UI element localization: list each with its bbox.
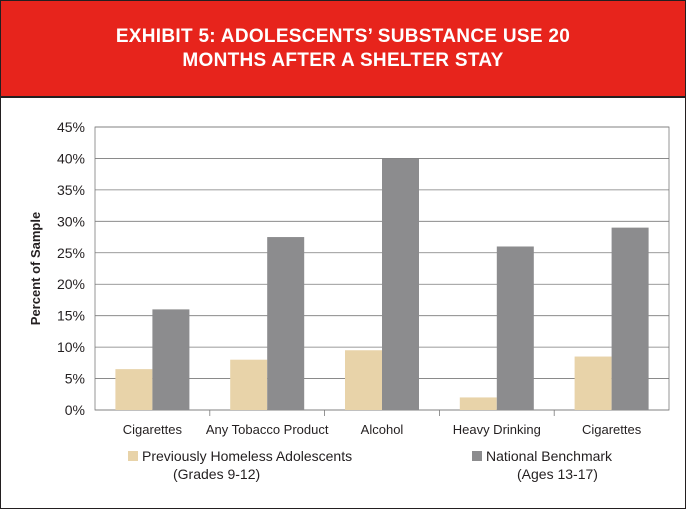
exhibit-title-line-2: MONTHS AFTER A SHELTER STAY: [182, 49, 504, 71]
bar-national-benchmark: [267, 237, 305, 410]
y-tick-label: 35%: [57, 182, 85, 198]
legend-swatch: [472, 451, 482, 461]
y-tick-label: 20%: [57, 276, 85, 292]
y-tick-label: 30%: [57, 213, 85, 229]
y-tick-label: 10%: [57, 339, 85, 355]
x-category-label: Cigarettes: [582, 422, 642, 437]
legend-label: Previously Homeless Adolescents: [142, 448, 352, 464]
y-tick-label: 40%: [57, 150, 85, 166]
bar-national-benchmark: [382, 158, 419, 410]
bar-previously-homeless: [115, 369, 153, 410]
x-category-label: Cigarettes: [123, 422, 183, 437]
legend-label-detail: (Ages 13-17): [517, 466, 598, 482]
bar-national-benchmark: [611, 227, 649, 410]
x-category-label: Heavy Drinking: [453, 422, 541, 437]
bar-national-benchmark: [152, 309, 190, 410]
legend-swatch: [128, 451, 138, 461]
bar-national-benchmark: [496, 246, 534, 410]
x-category-label: Any Tobacco Product: [206, 422, 329, 437]
bar-previously-homeless: [345, 350, 382, 410]
y-tick-label: 45%: [57, 119, 85, 135]
y-tick-label: 5%: [65, 371, 85, 387]
exhibit-title-banner: EXHIBIT 5: ADOLESCENTS’ SUBSTANCE USE 20…: [1, 1, 685, 98]
bar-previously-homeless: [459, 397, 497, 410]
legend-label: National Benchmark: [486, 448, 613, 464]
y-tick-label: 25%: [57, 245, 85, 261]
y-tick-label: 0%: [65, 402, 85, 418]
y-axis-title: Percent of Sample: [28, 212, 43, 325]
exhibit-title-line-1: EXHIBIT 5: ADOLESCENTS’ SUBSTANCE USE 20: [115, 25, 571, 47]
bar-previously-homeless: [574, 356, 612, 410]
x-category-label: Alcohol: [361, 422, 404, 437]
y-tick-label: 15%: [57, 308, 85, 324]
bar-previously-homeless: [230, 359, 268, 410]
legend-label-detail: (Grades 9-12): [173, 466, 260, 482]
